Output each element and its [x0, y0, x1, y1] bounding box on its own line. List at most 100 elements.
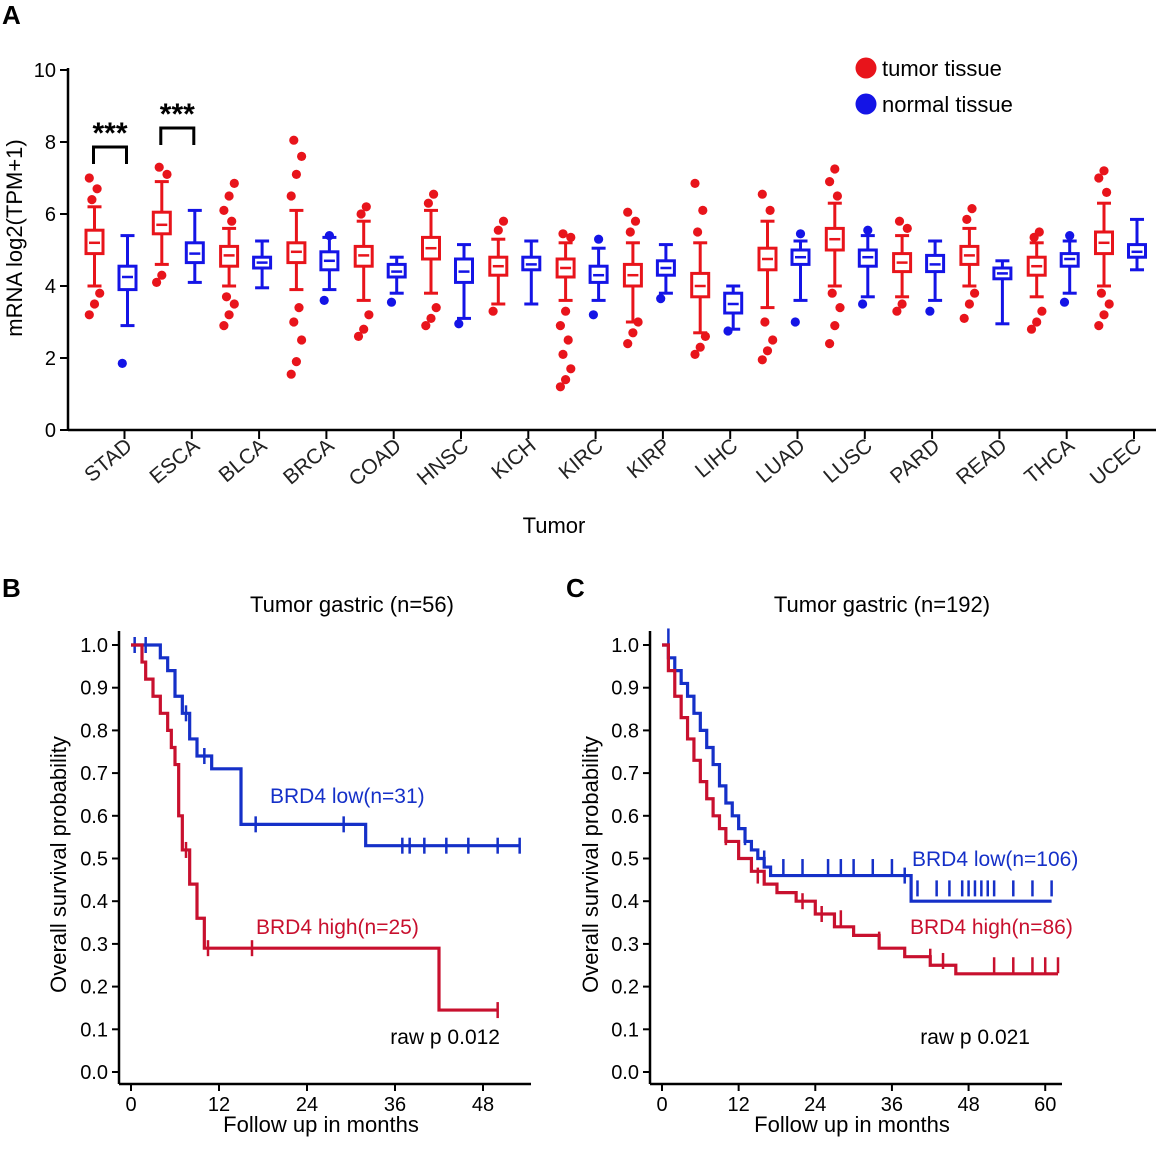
- box-tumor-tissue-blca: [219, 178, 240, 331]
- outlier-point: [319, 295, 329, 305]
- chart-title: Tumor gastric (n=192): [774, 592, 990, 617]
- box-normal-tissue-stad: [117, 234, 138, 368]
- y-tick-label: 0.8: [611, 720, 639, 742]
- y-tick-label: 0.6: [611, 806, 639, 828]
- x-axis-title: Follow up in months: [223, 1112, 419, 1137]
- y-tick-label: 0.9: [80, 678, 108, 700]
- legend-marker: [855, 93, 877, 115]
- category-label-luad: LUAD: [752, 434, 810, 488]
- outlier-point: [1059, 297, 1070, 307]
- box-tumor-tissue-coad: [353, 202, 374, 341]
- y-tick-label: 0.2: [611, 977, 639, 999]
- outlier-point: [1094, 321, 1104, 331]
- significance-esca: ***: [159, 98, 196, 145]
- category-label-lihc: LIHC: [691, 434, 742, 482]
- box-normal-tissue-kich: [521, 239, 542, 306]
- box-tumor-tissue-pard: [892, 216, 913, 316]
- km-series-brd4-low-n-31: BRD4 low(n=31): [131, 637, 521, 854]
- outlier-point: [967, 204, 977, 214]
- box-tumor-tissue-read: [959, 204, 980, 323]
- km-series-brd4-high-n-86: BRD4 high(n=86): [662, 643, 1073, 976]
- outlier-point: [162, 169, 172, 179]
- box-tumor-tissue-lihc: [690, 178, 711, 359]
- outlier-point: [563, 335, 573, 345]
- outlier-point: [1102, 187, 1112, 197]
- outlier-point: [386, 297, 397, 307]
- outlier-point: [429, 189, 439, 199]
- outlier-point: [1032, 317, 1042, 327]
- outlier-point: [364, 310, 374, 320]
- significance-stars: ***: [92, 117, 127, 150]
- box-normal-tissue-thca: [1059, 231, 1080, 307]
- outlier-point: [219, 321, 229, 331]
- outlier-point: [830, 164, 840, 174]
- outlier-point: [423, 198, 433, 208]
- outlier-point: [623, 339, 633, 349]
- chart-title: Tumor gastric (n=56): [250, 592, 454, 617]
- outlier-point: [959, 313, 969, 323]
- box-tumor-tissue-luad: [757, 189, 778, 365]
- outlier-point: [229, 178, 239, 188]
- panel-a-y-tick-label: 10: [34, 60, 56, 82]
- legend-label: normal tissue: [882, 92, 1013, 117]
- outlier-point: [1026, 324, 1037, 334]
- outlier-point: [757, 355, 767, 365]
- series-label-brd4-low-n-106: BRD4 low(n=106): [912, 848, 1078, 871]
- outlier-point: [117, 358, 127, 368]
- box-normal-tissue-ucec: [1127, 217, 1147, 272]
- outlier-point: [698, 205, 708, 215]
- outlier-point: [690, 178, 700, 188]
- outlier-point: [830, 321, 840, 331]
- outlier-point: [297, 335, 307, 345]
- outlier-point: [154, 162, 164, 172]
- outlier-point: [219, 205, 229, 215]
- box-normal-tissue-pard: [925, 239, 946, 316]
- outlier-point: [962, 214, 972, 224]
- outlier-point: [558, 349, 568, 359]
- panel-a-y-tick-label: 2: [45, 348, 56, 370]
- outlier-point: [95, 288, 105, 298]
- outlier-point: [359, 324, 369, 334]
- outlier-point: [623, 207, 633, 217]
- outlier-point: [594, 234, 604, 244]
- outlier-point: [695, 342, 705, 352]
- category-label-ucec: UCEC: [1086, 434, 1146, 490]
- outlier-point: [757, 189, 767, 199]
- legend-item-tumor-tissue: tumor tissue: [855, 56, 1002, 81]
- panel-a-y-tick-label: 6: [45, 204, 56, 226]
- y-tick-label: 0.7: [611, 763, 639, 785]
- p-value: raw p 0.012: [390, 1026, 500, 1049]
- box-normal-tissue-read: [992, 259, 1013, 326]
- outlier-point: [630, 216, 641, 226]
- outlier-point: [353, 331, 364, 341]
- outlier-point: [426, 313, 436, 323]
- outlier-point: [421, 321, 431, 331]
- outlier-point: [84, 310, 94, 320]
- outlier-point: [454, 319, 464, 329]
- outlier-point: [925, 306, 935, 316]
- box-normal-tissue-coad: [386, 255, 407, 307]
- outlier-point: [825, 177, 835, 187]
- outlier-point: [1099, 166, 1109, 176]
- outlier-point: [760, 317, 770, 327]
- x-tick-label: 12: [208, 1094, 230, 1116]
- box-tumor-tissue-stad: [84, 173, 105, 320]
- outlier-point: [1099, 310, 1109, 320]
- y-tick-label: 1.0: [611, 635, 639, 657]
- y-axis-title: Overall survival probability: [578, 736, 603, 993]
- outlier-point: [84, 173, 94, 183]
- outlier-point: [488, 306, 498, 316]
- outlier-point: [229, 299, 239, 309]
- category-label-hnsc: HNSC: [413, 434, 473, 490]
- category-label-thca: THCA: [1020, 434, 1079, 488]
- outlier-point: [628, 328, 638, 338]
- y-tick-label: 0.6: [80, 806, 108, 828]
- outlier-point: [902, 223, 912, 233]
- x-tick-label: 36: [881, 1094, 903, 1116]
- x-tick-label: 48: [957, 1094, 979, 1116]
- x-tick-label: 0: [656, 1094, 667, 1116]
- km-series-brd4-low-n-106: BRD4 low(n=106): [662, 628, 1078, 903]
- p-value: raw p 0.021: [920, 1026, 1030, 1049]
- legend-label: tumor tissue: [882, 56, 1002, 81]
- outlier-point: [566, 232, 576, 242]
